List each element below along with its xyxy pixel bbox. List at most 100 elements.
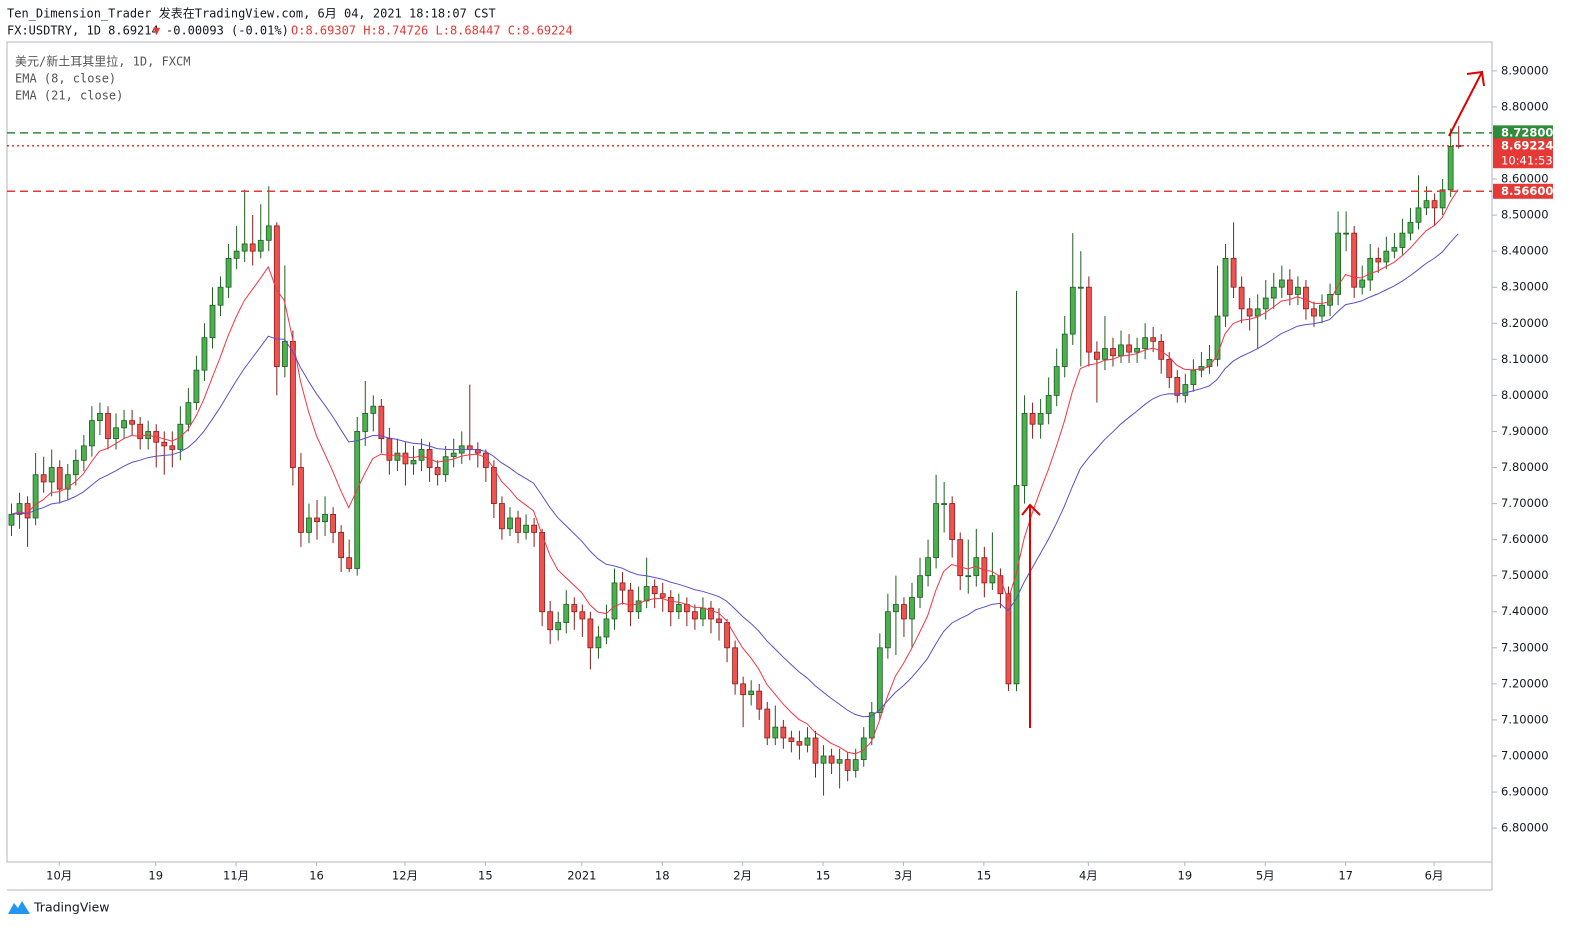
candle-body (1238, 286, 1245, 310)
candle-body (1399, 232, 1406, 248)
axes: 6.80000 6.90000 7.00000 7.10000 7.20000 7.300… (46, 63, 1548, 882)
candle-body (1190, 369, 1197, 385)
candle-body (1383, 250, 1390, 263)
candle-body (619, 582, 626, 591)
x-tick-label: 11月 (223, 869, 249, 883)
x-tick-label: 15 (478, 869, 493, 883)
candle-body (860, 737, 867, 760)
candle-body (1061, 333, 1068, 367)
x-tick-label: 12月 (392, 869, 418, 883)
candle-body (241, 243, 248, 252)
candle-body (643, 586, 650, 602)
candle-body (627, 589, 634, 613)
candle-body (322, 513, 328, 522)
candle-body (1311, 308, 1317, 317)
candle-body (161, 441, 168, 447)
header-symbol: FX:USDTRY, 1D 8.69214 (7, 24, 159, 38)
candle-body (1118, 344, 1124, 357)
candle-body (1295, 286, 1301, 295)
y-tick-label: 8.30000 (1501, 280, 1549, 294)
candle-body (330, 513, 337, 533)
price-label: 8.56600 (1501, 184, 1553, 198)
candle-body (1335, 232, 1341, 295)
candle-body (772, 726, 779, 739)
candle-body (812, 737, 819, 764)
candle-body (1407, 221, 1414, 234)
candle-body (418, 449, 425, 461)
candle-body (1126, 344, 1132, 353)
candle-body (1415, 207, 1422, 223)
x-tick-label: 18 (655, 869, 670, 883)
candle-body (1230, 257, 1237, 288)
x-tick-label: 15 (816, 869, 831, 883)
candle-body (1375, 257, 1382, 263)
candle-body (442, 456, 449, 476)
legend-entry: EMA (21, close) (15, 89, 123, 103)
y-tick-label: 7.80000 (1501, 460, 1549, 474)
candle-body (1102, 348, 1108, 360)
candle-body (555, 622, 562, 631)
arrow-target (1448, 71, 1483, 137)
candle-body (901, 604, 907, 620)
candle-body (1045, 394, 1052, 414)
candle-body (716, 618, 722, 623)
candle-body (1134, 348, 1140, 353)
y-tick-label: 7.70000 (1501, 496, 1549, 510)
x-tick-label: 6月 (1425, 869, 1444, 883)
candle-body (1013, 485, 1020, 685)
logo-icon (8, 901, 30, 914)
header-author: Ten_Dimension_Trader 发表在TradingView.com,… (7, 6, 496, 21)
candle-body (1270, 286, 1277, 299)
candle-body (410, 459, 417, 465)
candle-body (531, 524, 537, 533)
brand: TradingView (33, 900, 110, 915)
candle-body (523, 524, 529, 533)
y-tick-label: 8.10000 (1501, 352, 1549, 366)
candle-body (700, 607, 706, 620)
y-tick-label: 8.90000 (1501, 63, 1549, 77)
candle-body (281, 340, 288, 367)
candle-body (490, 467, 497, 504)
candle-body (965, 575, 972, 578)
candle-body (1069, 286, 1076, 335)
candle-body (820, 755, 827, 764)
candle-body (394, 452, 401, 461)
candle-body (370, 405, 377, 414)
candle-body (1246, 308, 1253, 317)
candle-body (1037, 413, 1044, 425)
plot (8, 125, 1462, 796)
header-ohlc: O:8.69307 H:8.74726 L:8.68447 C:8.69224 (291, 24, 573, 38)
candle-body (1166, 358, 1173, 378)
candle-body (1447, 146, 1454, 191)
candle-body (48, 467, 55, 483)
ema-line (10, 233, 1459, 718)
candle-body (1343, 232, 1350, 235)
candle-body (32, 474, 39, 519)
candle-body (1391, 247, 1398, 252)
candle-body (828, 755, 835, 764)
candle-body (113, 427, 119, 440)
price-label: 8.69224 (1501, 138, 1553, 152)
candle-body (748, 690, 755, 696)
candle-body (740, 683, 747, 696)
candle-body (579, 611, 586, 620)
x-tick-label: 2021 (567, 869, 596, 883)
ema-line (10, 189, 1459, 755)
candle-body (97, 413, 103, 422)
candle-body (1262, 297, 1269, 310)
candle-body (1367, 257, 1374, 281)
candle-body (1214, 315, 1221, 360)
candle-body (957, 539, 964, 577)
y-tick-label: 7.50000 (1501, 568, 1549, 582)
x-tick-label: 16 (309, 869, 324, 883)
candle-body (852, 759, 859, 771)
candle-body (378, 405, 385, 440)
candle-body (1286, 279, 1293, 295)
candle-body (893, 604, 899, 613)
candle-body (1431, 200, 1438, 209)
candle-body (876, 647, 883, 714)
y-tick-label: 8.00000 (1501, 388, 1549, 402)
